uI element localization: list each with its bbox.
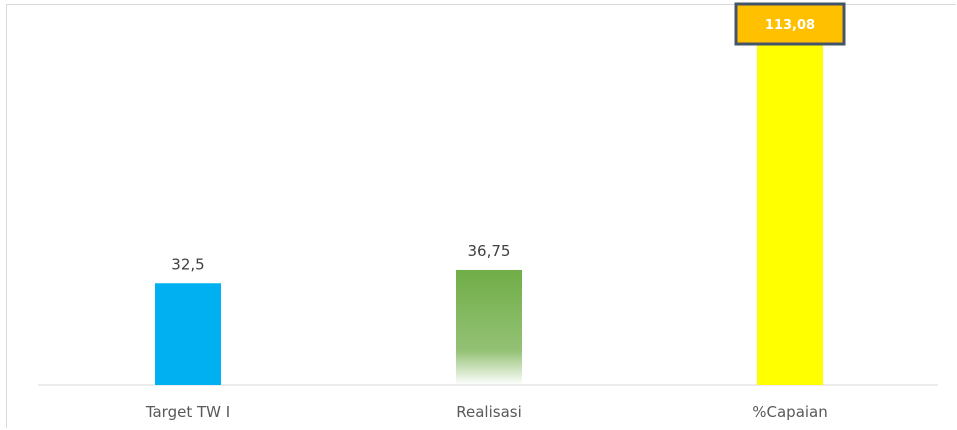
chart-frame [6, 4, 956, 428]
x-tick-label-1: Target TW I [145, 403, 230, 421]
data-label-3: 113,08 [765, 18, 815, 33]
x-tick-label-3: %Capaian [752, 403, 828, 421]
bar-3 [757, 31, 823, 385]
bar-1 [155, 283, 221, 385]
bar-2 [456, 269, 522, 385]
x-tick-label-2: Realisasi [456, 403, 522, 421]
data-label-2: 36,75 [468, 242, 511, 260]
data-label-1: 32,5 [171, 255, 204, 273]
data-label-box-3 [734, 2, 846, 46]
